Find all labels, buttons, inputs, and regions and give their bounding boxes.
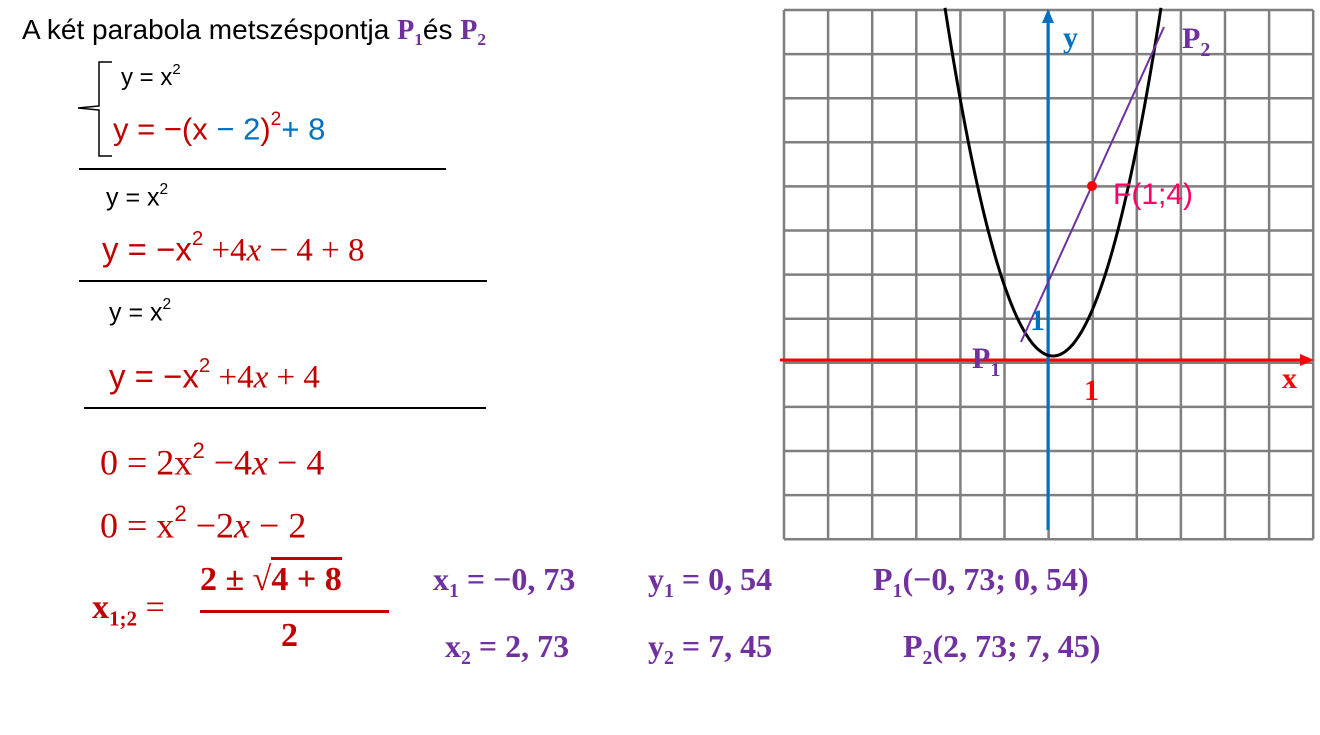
system-equation-2: y = −(x − 2)2+ 8 [113, 109, 326, 147]
quadratic-formula-lhs: x1;2 = [92, 590, 165, 629]
math-segment: − 2 [216, 111, 261, 147]
math-segment: = 0, 54 [673, 561, 773, 597]
math-segment: 2 [159, 181, 169, 198]
math-segment: 2 [172, 62, 181, 78]
math-segment: 2 [922, 646, 933, 669]
math-segment: 2 [270, 109, 282, 130]
math-segment: (2, 73; 7, 45) [932, 628, 1101, 664]
math-segment: y = −x [109, 357, 199, 395]
math-segment: 1 [664, 579, 674, 602]
math-segment: x [252, 442, 269, 483]
math-segment: − 4 + 8 [261, 232, 365, 269]
math-segment: − 4 [268, 442, 325, 483]
math-segment: y = x [109, 298, 163, 327]
math-segment: x [253, 359, 269, 396]
math-segment: −4 [204, 442, 253, 483]
y-axis-arrow-icon [1042, 9, 1054, 23]
math-segment: 1 [892, 579, 903, 602]
math-segment: +4 [203, 232, 247, 269]
equation-step-2a: y = x2 [106, 182, 168, 211]
quadratic-formula-numerator: 2 ± √4 + 8 [200, 557, 342, 598]
math-segment: y = x [121, 64, 173, 92]
math-segment: = 2, 73 [470, 628, 570, 664]
divider-line [79, 168, 446, 170]
math-segment: 4 + 8 [271, 557, 342, 598]
simplified-quadratic: 0 = x2 −2x − 2 [100, 501, 307, 546]
math-segment: P [397, 15, 415, 46]
point-f [1087, 181, 1097, 191]
y-axis-label: y [1063, 21, 1078, 54]
math-segment: 1 [449, 579, 459, 602]
math-segment: 2 [191, 227, 204, 250]
p1-label: P1 [972, 342, 1000, 381]
result-x2: x2 = 2, 73 [445, 630, 569, 669]
math-segment: = [137, 589, 165, 626]
math-segment: A két parabola metszéspontja [22, 14, 398, 45]
fraction-bar [200, 610, 389, 613]
math-segment: 0 = x [100, 505, 175, 546]
math-segment: 2 [174, 501, 187, 526]
math-segment: 2 [162, 296, 172, 313]
math-segment: + 8 [281, 111, 326, 147]
math-segment: P [460, 15, 478, 46]
result-x1: x1 = −0, 73 [433, 563, 575, 602]
math-segment: 1 [414, 30, 423, 50]
result-y2: y2 = 7, 45 [648, 630, 772, 669]
y-unit-label: 1 [1030, 304, 1045, 337]
parabola-curve [943, 7, 1163, 358]
math-segment: x [445, 628, 461, 664]
math-segment: y = −x [102, 230, 192, 268]
math-segment: P [873, 561, 893, 597]
math-segment: 2 [664, 646, 674, 669]
quadratic-formula-denominator: 2 [281, 618, 298, 653]
equation-step-3a: y = x2 [109, 297, 171, 326]
math-segment: x [92, 589, 109, 626]
math-segment: −2 [186, 505, 235, 546]
math-segment: y = x [106, 183, 160, 212]
divider-line [84, 407, 486, 409]
math-segment: 2 [192, 438, 205, 463]
equation-step-3b: y = −x2 +4x + 4 [109, 354, 320, 396]
math-segment: ) [260, 111, 271, 147]
math-segment: − 2 [250, 505, 307, 546]
math-segment: P [903, 628, 923, 664]
result-p1: P1(−0, 73; 0, 54) [873, 563, 1089, 602]
math-segment: 2 [461, 646, 471, 669]
slide-title: A két parabola metszéspontja P1és P2 [22, 14, 487, 50]
math-segment: y [648, 561, 664, 597]
point-f-label: F(1;4) [1113, 178, 1193, 211]
math-segment: +4 [210, 359, 254, 396]
math-segment: = −0, 73 [458, 561, 576, 597]
math-segment: 2 [477, 30, 487, 50]
math-segment: + 4 [268, 359, 320, 396]
p2-label: P2 [1182, 22, 1210, 61]
system-equation-1: y = x2 [121, 63, 181, 90]
math-segment: = 7, 45 [673, 628, 773, 664]
math-segment: 2 [198, 354, 211, 377]
math-segment: x [234, 505, 251, 546]
result-p2: P2(2, 73; 7, 45) [903, 630, 1100, 669]
math-segment: (−0, 73; 0, 54) [902, 561, 1089, 597]
x-unit-label: 1 [1084, 374, 1099, 407]
divider-line [79, 280, 487, 282]
math-segment: x [246, 232, 262, 269]
x-axis-label: x [1282, 362, 1297, 395]
x-axis-arrow-icon [1300, 354, 1314, 366]
math-segment: 1;2 [109, 606, 138, 631]
quadratic-equation: 0 = 2x2 −4x − 4 [100, 438, 325, 483]
math-segment: 2 [281, 617, 298, 654]
equation-step-2b: y = −x2 +4x − 4 + 8 [102, 227, 365, 269]
math-segment: 0 = 2x [100, 442, 193, 483]
math-segment: y = −(x [113, 111, 217, 147]
math-segment: 2 ± √ [200, 561, 272, 598]
math-segment: és [422, 14, 461, 45]
math-segment: x [433, 561, 449, 597]
result-y1: y1 = 0, 54 [648, 563, 772, 602]
math-segment: y [648, 628, 664, 664]
